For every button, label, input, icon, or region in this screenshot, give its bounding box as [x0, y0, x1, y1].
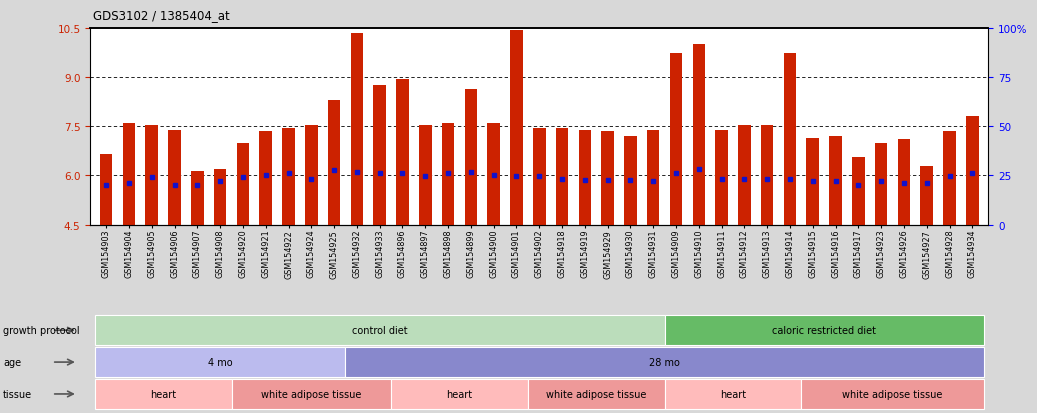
Bar — [305, 126, 317, 225]
Text: white adipose tissue: white adipose tissue — [261, 389, 362, 399]
Text: age: age — [3, 357, 21, 367]
Bar — [259, 132, 272, 225]
Bar — [579, 130, 591, 225]
Bar — [784, 53, 796, 225]
Text: control diet: control diet — [352, 325, 408, 335]
Text: white adipose tissue: white adipose tissue — [842, 389, 943, 399]
Text: GDS3102 / 1385404_at: GDS3102 / 1385404_at — [93, 9, 230, 22]
Bar — [807, 138, 819, 225]
Bar — [351, 34, 363, 225]
Bar — [830, 137, 842, 225]
Text: caloric restricted diet: caloric restricted diet — [773, 325, 876, 335]
Bar — [510, 31, 523, 225]
Bar — [236, 143, 249, 225]
Bar — [419, 126, 431, 225]
Bar — [100, 155, 112, 225]
Text: 4 mo: 4 mo — [207, 357, 232, 367]
Bar — [556, 128, 568, 225]
Bar — [145, 126, 158, 225]
Bar — [693, 45, 705, 225]
Text: tissue: tissue — [3, 389, 32, 399]
Bar — [442, 124, 454, 225]
Text: white adipose tissue: white adipose tissue — [546, 389, 646, 399]
Bar — [624, 137, 637, 225]
Text: heart: heart — [446, 389, 473, 399]
Bar — [738, 126, 751, 225]
Bar — [898, 140, 910, 225]
Bar — [944, 132, 956, 225]
Bar — [168, 130, 180, 225]
Bar — [921, 166, 933, 225]
Bar — [373, 86, 386, 225]
Text: heart: heart — [720, 389, 746, 399]
Bar — [282, 128, 295, 225]
Bar — [191, 171, 203, 225]
Bar — [487, 124, 500, 225]
Bar — [328, 101, 340, 225]
Text: heart: heart — [150, 389, 176, 399]
Bar — [852, 158, 865, 225]
Bar — [761, 126, 774, 225]
Bar — [533, 128, 545, 225]
Bar — [396, 80, 409, 225]
Bar — [122, 124, 135, 225]
Bar — [875, 143, 888, 225]
Text: growth protocol: growth protocol — [3, 325, 80, 335]
Bar — [670, 53, 682, 225]
Bar — [214, 169, 226, 225]
Text: 28 mo: 28 mo — [649, 357, 680, 367]
Bar — [716, 130, 728, 225]
Bar — [601, 132, 614, 225]
Bar — [966, 117, 979, 225]
Bar — [647, 130, 660, 225]
Bar — [465, 89, 477, 225]
